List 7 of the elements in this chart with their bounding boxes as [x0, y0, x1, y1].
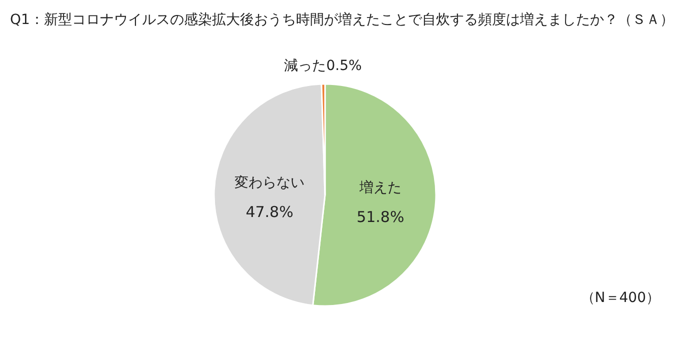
slice-label: 変わらない — [234, 174, 305, 191]
text: （N＝400） — [580, 290, 660, 306]
slice-label: 増えた — [358, 179, 402, 196]
data-label: 51.8% — [356, 208, 404, 226]
data-label: 47.8% — [246, 202, 294, 221]
chart-title: Q1：新型コロナウイルスの感染拡大後おうち時間が増えたことで自炊する頻度は増えましたか？（ＳＡ） — [10, 11, 674, 28]
slice-label: 減った0.5% — [284, 58, 362, 74]
